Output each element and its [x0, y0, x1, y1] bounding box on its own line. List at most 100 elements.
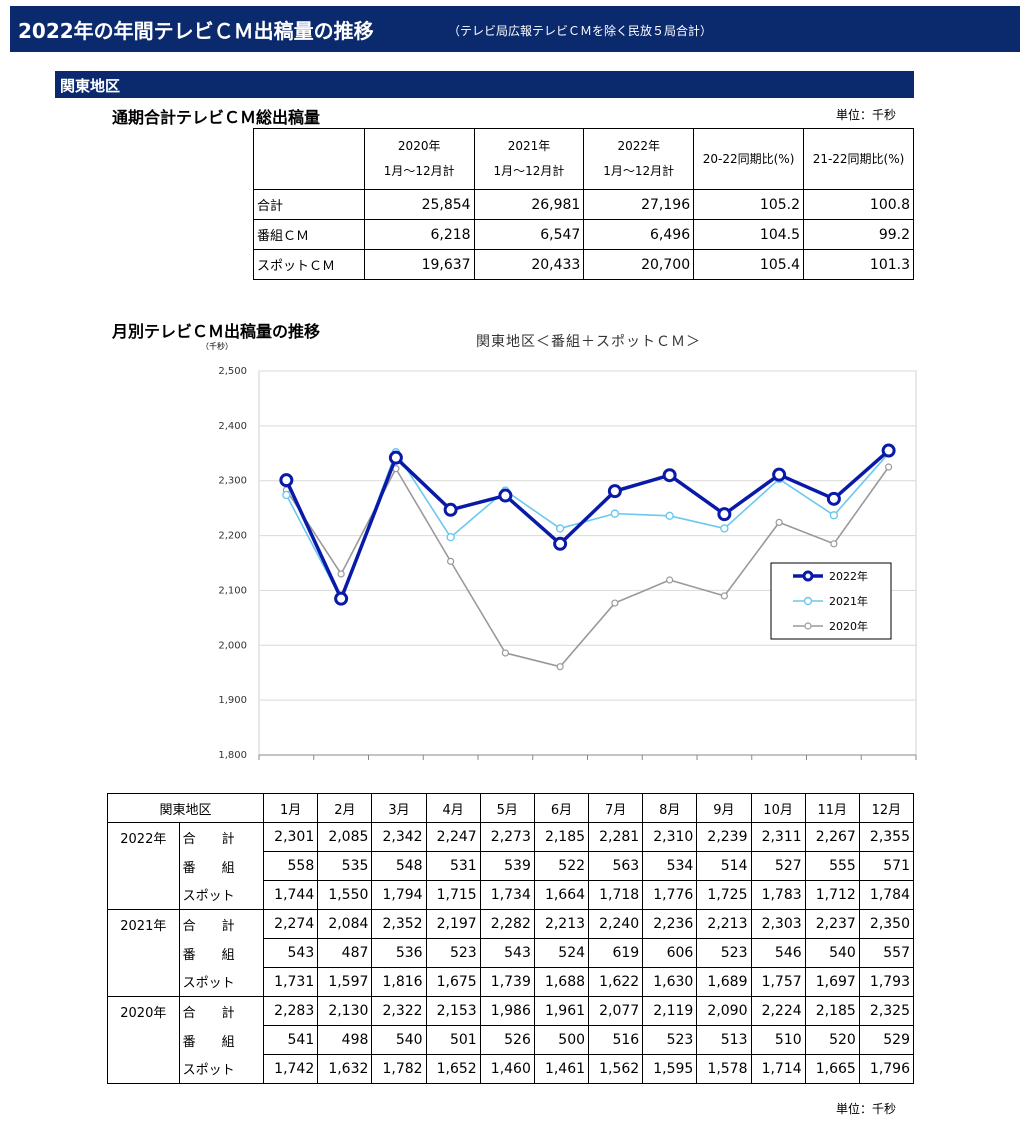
- data-point: [611, 599, 619, 607]
- table-cell: 1,794: [371, 880, 427, 910]
- data-point: [282, 486, 290, 494]
- summary-cell: 27,196: [583, 189, 695, 220]
- data-point: [829, 511, 839, 520]
- table-cell: 1,776: [642, 880, 698, 910]
- table-cell: 531: [425, 851, 481, 881]
- summary-col-header: 2020年 1月～12月計: [363, 128, 475, 190]
- y-tick-label: 2,200: [218, 531, 247, 542]
- table-cell: 1,796: [858, 1054, 915, 1084]
- data-point: [666, 576, 674, 584]
- data-point: [662, 468, 677, 483]
- data-point: [279, 473, 294, 488]
- summary-cell: 20,433: [473, 249, 585, 280]
- data-point: [665, 511, 674, 521]
- table-cell: 2,084: [317, 909, 373, 939]
- series-line: [285, 451, 890, 601]
- summary-cell: 101.3: [803, 249, 914, 280]
- summary-unit: 単位：千秒: [836, 108, 897, 122]
- table-cell: 2,090: [696, 996, 752, 1026]
- page-title: 2022年の年間テレビＣＭ出稿量の推移: [18, 19, 374, 43]
- chart-y-unit: （千秒）: [201, 342, 233, 351]
- table-row: 番 組 558 535 548 531 539 522 563 534 514 527 555 571: [108, 851, 915, 881]
- table-cell: 2,282: [479, 909, 535, 939]
- series-line: [284, 449, 890, 601]
- table-cell: 2,350: [858, 909, 915, 939]
- table-cell: 1,782: [371, 1054, 427, 1084]
- region-label: 関東地区: [60, 77, 121, 95]
- table-cell: 1,652: [425, 1054, 481, 1084]
- table-cell: 2,355: [858, 822, 915, 852]
- table-cell: 1,725: [696, 880, 752, 910]
- summary-row: 合計 25,854 26,981 27,196 105.2 100.8: [253, 189, 914, 220]
- table-cell: 563: [588, 851, 644, 881]
- table-cell: 498: [317, 1025, 373, 1055]
- month-header: 1月: [263, 793, 319, 823]
- month-header: 12月: [858, 793, 915, 823]
- row-type-label: スポット: [178, 1054, 265, 1084]
- table-cell: 1,689: [696, 967, 752, 997]
- data-point: [334, 591, 349, 606]
- row-type-label: 番 組: [178, 1025, 265, 1055]
- table-cell: 2,342: [371, 822, 427, 852]
- table-cell: 571: [858, 851, 915, 881]
- legend-label: 2022年: [829, 569, 868, 583]
- table-cell: 2,273: [479, 822, 535, 852]
- row-type-label: 合 計: [178, 996, 265, 1026]
- summary-cell: 25,854: [363, 189, 475, 220]
- table-cell: 2,185: [533, 822, 590, 852]
- table-row: 2020年合 計 2,283 2,130 2,322 2,153 1,986 1,961 2,…: [107, 996, 915, 1084]
- data-point: [443, 502, 458, 517]
- table-cell: 1,739: [479, 967, 535, 997]
- legend-label: 2021年: [829, 594, 868, 608]
- table-cell: 1,460: [479, 1054, 535, 1084]
- summary-row-label: 合計: [253, 189, 365, 220]
- table-cell: 520: [804, 1025, 860, 1055]
- table-cell: 2,213: [696, 909, 752, 939]
- summary-header-row: 2020年 1月～12月計 2021年 1月～12月計 2022年 1月～12月計 2…: [253, 128, 914, 190]
- data-point: [555, 524, 565, 533]
- table-cell: 2,237: [804, 909, 860, 939]
- data-point: [772, 467, 787, 482]
- data-point: [717, 507, 732, 522]
- table-cell: 2,119: [642, 996, 698, 1026]
- table-cell: 2,224: [750, 996, 806, 1026]
- table-cell: 1,578: [696, 1054, 752, 1084]
- month-header: 4月: [425, 793, 481, 823]
- data-point: [884, 449, 893, 458]
- table-row: 番 組 543 487 536 523 543 524 619 606 523 546 540 557: [108, 938, 915, 968]
- table-cell: 500: [533, 1025, 590, 1055]
- row-type-label: 合 計: [178, 822, 265, 852]
- y-tick-label: 1,800: [218, 750, 247, 761]
- table-cell: 1,697: [804, 967, 860, 997]
- chart-grid: [258, 370, 917, 756]
- table-cell: 2,301: [263, 822, 319, 852]
- table-cell: 1,986: [479, 996, 535, 1026]
- data-point: [826, 491, 841, 506]
- data-point: [501, 649, 509, 657]
- y-tick-label: 2,000: [218, 640, 247, 651]
- month-header: 11月: [804, 793, 860, 823]
- year-label: 2020年: [107, 996, 180, 1084]
- table-cell: 2,310: [642, 822, 698, 852]
- table-cell: 1,632: [317, 1054, 373, 1084]
- month-header: 3月: [371, 793, 427, 823]
- table-cell: 487: [317, 938, 373, 968]
- data-point: [501, 486, 510, 495]
- table-cell: 2,274: [263, 909, 319, 939]
- legend-marker: [802, 570, 814, 582]
- table-cell: 1,595: [642, 1054, 698, 1084]
- row-type-label: スポット: [178, 880, 265, 910]
- data-point: [336, 595, 346, 604]
- data-point: [720, 592, 728, 600]
- data-point: [885, 463, 893, 471]
- table-cell: 1,718: [588, 880, 644, 910]
- table-cell: 527: [750, 851, 806, 881]
- table-cell: 2,281: [588, 822, 644, 852]
- table-cell: 536: [371, 938, 427, 968]
- month-header: 8月: [642, 793, 698, 823]
- table-cell: 2,197: [425, 909, 481, 939]
- series-line: [285, 466, 890, 668]
- table-cell: 2,322: [371, 996, 427, 1026]
- table-cell: 1,816: [371, 967, 427, 997]
- table-cell: 2,283: [263, 996, 319, 1026]
